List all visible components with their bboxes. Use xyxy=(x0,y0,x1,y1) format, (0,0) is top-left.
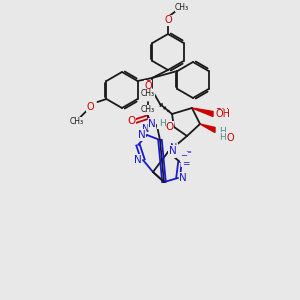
Text: CH₃: CH₃ xyxy=(175,2,189,11)
Text: N: N xyxy=(148,119,156,129)
Text: N: N xyxy=(134,155,142,165)
Text: O: O xyxy=(144,81,152,91)
Text: H: H xyxy=(219,128,225,136)
Text: N: N xyxy=(133,156,141,166)
Text: CH₃: CH₃ xyxy=(141,106,155,115)
Text: OH: OH xyxy=(215,109,230,119)
Text: CH₃: CH₃ xyxy=(69,118,83,127)
Text: O: O xyxy=(87,102,94,112)
Polygon shape xyxy=(200,124,215,133)
Text: O: O xyxy=(164,16,172,26)
Text: N: N xyxy=(138,130,146,140)
Text: O: O xyxy=(127,116,135,126)
Text: CH₃: CH₃ xyxy=(141,89,155,98)
Text: =: = xyxy=(182,155,188,161)
Text: N: N xyxy=(134,155,142,165)
Text: N: N xyxy=(148,119,156,129)
Text: OH: OH xyxy=(214,108,230,118)
Text: H: H xyxy=(159,119,165,128)
Text: O: O xyxy=(165,122,173,132)
Text: O: O xyxy=(87,102,94,112)
Text: N: N xyxy=(138,130,146,140)
Polygon shape xyxy=(192,108,213,116)
Text: N: N xyxy=(168,147,176,157)
Text: =: = xyxy=(185,149,191,155)
Text: =: = xyxy=(181,152,188,161)
Text: H: H xyxy=(219,134,225,142)
Text: O: O xyxy=(226,133,234,143)
Text: N: N xyxy=(179,173,187,183)
Text: O: O xyxy=(144,80,152,90)
Text: N: N xyxy=(180,172,188,182)
Text: =: = xyxy=(182,160,190,169)
Text: O: O xyxy=(164,15,172,25)
Text: N: N xyxy=(142,124,150,134)
Text: N: N xyxy=(169,146,177,156)
Text: =: = xyxy=(182,158,188,166)
Text: O: O xyxy=(164,122,172,132)
Text: H: H xyxy=(158,119,164,128)
Text: N: N xyxy=(170,143,178,153)
Text: H: H xyxy=(219,133,225,142)
Text: O: O xyxy=(127,115,135,125)
Text: N: N xyxy=(179,173,187,183)
